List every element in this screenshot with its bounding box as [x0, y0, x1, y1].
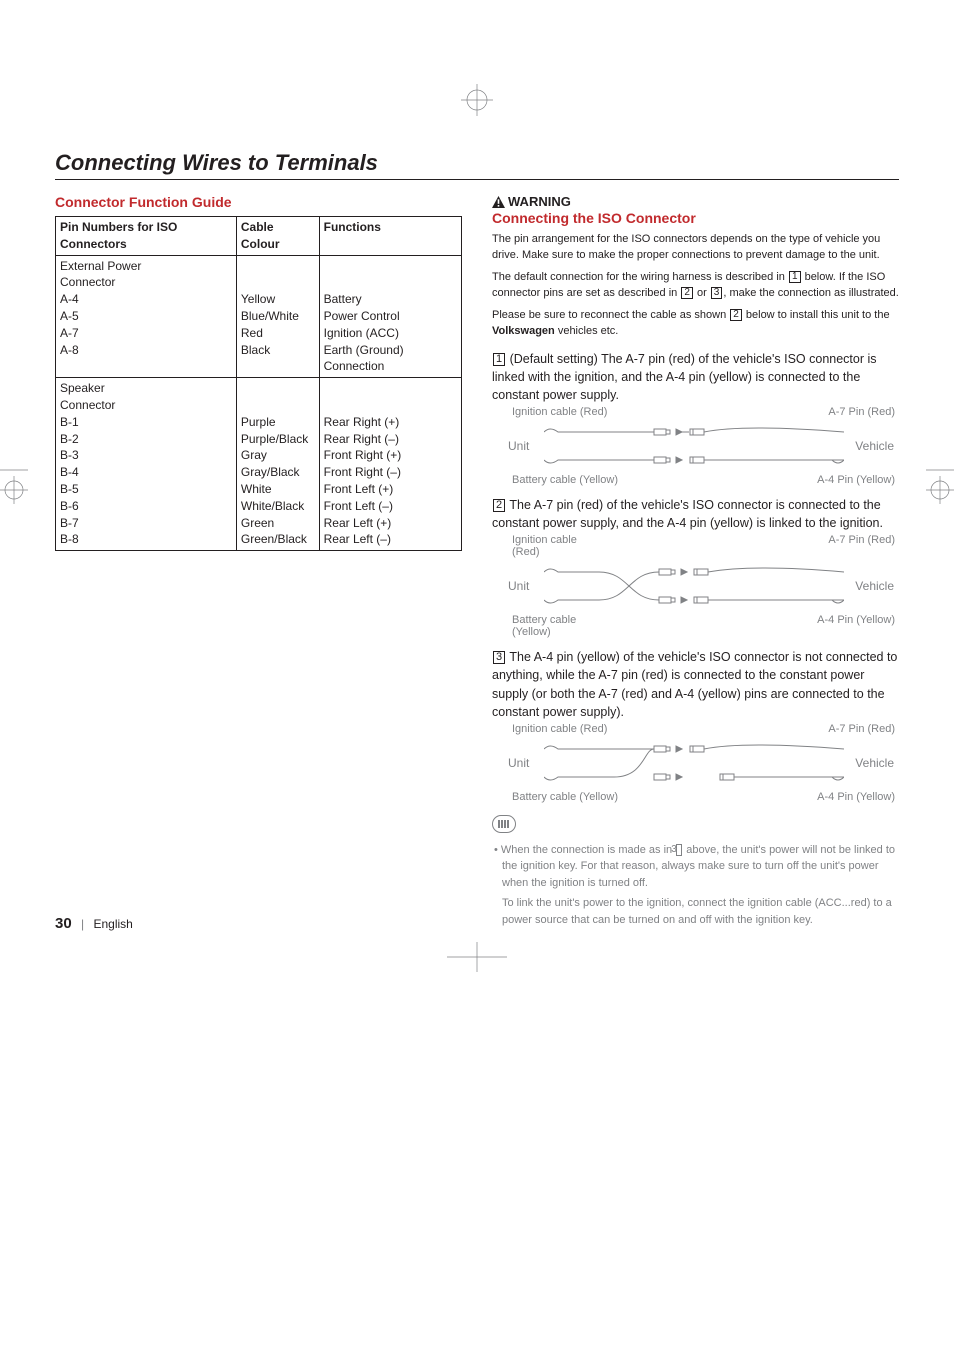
connector-function-table: Pin Numbers for ISO Connectors Cable Col…: [55, 216, 462, 551]
table-cell: YellowBlue/WhiteRedBlack: [236, 255, 319, 378]
warning-paragraph-3: Please be sure to reconnect the cable as…: [492, 308, 899, 340]
scenario-2-num: 2: [493, 499, 505, 512]
page-footer: 30 | English: [55, 915, 133, 932]
d2-a7-label: A-7 Pin (Red): [828, 534, 895, 558]
d2-ign-b: (Red): [512, 546, 540, 558]
wp3-a: Please be sure to reconnect the cable as…: [492, 309, 729, 321]
warning-word: WARNING: [508, 194, 571, 209]
d1-vehicle-label: Vehicle: [844, 439, 894, 453]
scenario-1: 1 (Default setting) The A-7 pin (red) of…: [492, 350, 899, 404]
warning-triangle-icon: [492, 196, 505, 208]
d2-batt-b: (Yellow): [512, 626, 551, 638]
boxed-1: 1: [789, 271, 801, 283]
crop-mark-left: [0, 464, 34, 508]
crop-mark-right: [920, 464, 954, 508]
d3-batt-label: Battery cable (Yellow): [512, 791, 618, 803]
boxed-2b: 2: [730, 309, 742, 321]
table-row: SpeakerConnectorB-1B-2B-3B-4B-5B-6B-7B-8…: [56, 378, 462, 551]
scenario-1-text: (Default setting) The A-7 pin (red) of t…: [492, 352, 877, 402]
crop-mark-bottom: [447, 942, 507, 972]
scenario-2: 2 The A-7 pin (red) of the vehicle's ISO…: [492, 496, 899, 532]
note1-a: When the connection is made as in: [501, 844, 675, 856]
diagram-1: Ignition cable (Red) A-7 Pin (Red) Unit: [508, 406, 899, 486]
d2-a4-label: A-4 Pin (Yellow): [817, 614, 895, 638]
d3-a4-label: A-4 Pin (Yellow): [817, 791, 895, 803]
wp2-d: , make the connection as illustrated.: [723, 287, 898, 299]
boxed-2: 2: [681, 287, 693, 299]
boxed-3: 3: [711, 287, 723, 299]
two-column-layout: Connector Function Guide Pin Numbers for…: [55, 194, 899, 932]
scenario-2-text: The A-7 pin (red) of the vehicle's ISO c…: [492, 498, 883, 530]
warning-subhead: Connecting the ISO Connector: [492, 210, 899, 226]
d2-unit-label: Unit: [508, 579, 544, 593]
diagram-1-svg: [544, 418, 844, 474]
table-cell: SpeakerConnectorB-1B-2B-3B-4B-5B-6B-7B-8: [56, 378, 237, 551]
scenario-3-num: 3: [493, 651, 505, 664]
crop-mark-top: [457, 80, 497, 120]
diagram-2: Ignition cable (Red) A-7 Pin (Red) Unit: [508, 534, 899, 638]
scenario-1-num: 1: [493, 353, 505, 366]
warning-paragraph-1: The pin arrangement for the ISO connecto…: [492, 232, 899, 264]
table-row: External PowerConnectorA-4A-5A-7A-8Yello…: [56, 255, 462, 378]
d3-ign-label: Ignition cable (Red): [512, 723, 607, 735]
table-header-row: Pin Numbers for ISO Connectors Cable Col…: [56, 217, 462, 256]
wp2-a: The default connection for the wiring ha…: [492, 271, 788, 283]
d1-a4-label: A-4 Pin (Yellow): [817, 474, 895, 486]
col-header-pin: Pin Numbers for ISO Connectors: [56, 217, 237, 256]
right-column: WARNING Connecting the ISO Connector The…: [492, 194, 899, 932]
diagram-2-svg: [544, 558, 844, 614]
page: Connecting Wires to Terminals Connector …: [0, 0, 954, 972]
wp3-b: below to install this unit to the: [743, 309, 890, 321]
table-cell: External PowerConnectorA-4A-5A-7A-8: [56, 255, 237, 378]
d3-vehicle-label: Vehicle: [844, 756, 894, 770]
d1-batt-label: Battery cable (Yellow): [512, 474, 618, 486]
section-title: Connecting Wires to Terminals: [55, 150, 899, 180]
note-paragraph-1: • When the connection is made as in 3 ab…: [492, 842, 899, 892]
col-header-colour: Cable Colour: [236, 217, 319, 256]
d1-unit-label: Unit: [508, 439, 544, 453]
d1-ign-label: Ignition cable (Red): [512, 406, 607, 418]
connector-guide-heading: Connector Function Guide: [55, 194, 462, 210]
d2-vehicle-label: Vehicle: [844, 579, 894, 593]
d2-ign-a: Ignition cable: [512, 534, 577, 546]
table-cell: Rear Right (+)Rear Right (–)Front Right …: [319, 378, 461, 551]
left-column: Connector Function Guide Pin Numbers for…: [55, 194, 462, 932]
page-number: 30: [55, 915, 72, 932]
warning-label: WARNING: [492, 194, 899, 209]
note-boxed-3: 3: [676, 844, 682, 856]
table-cell: PurplePurple/BlackGrayGray/BlackWhiteWhi…: [236, 378, 319, 551]
diagram-3-svg: [544, 735, 844, 791]
note-paragraph-2: To link the unit's power to the ignition…: [492, 895, 899, 928]
wp2-c: or: [694, 287, 710, 299]
brand-bold: Volkswagen: [492, 325, 555, 337]
diagram-3: Ignition cable (Red) A-7 Pin (Red) Unit: [508, 723, 899, 803]
scenario-3: 3 The A-4 pin (yellow) of the vehicle's …: [492, 648, 899, 721]
table-cell: BatteryPower ControlIgnition (ACC)Earth …: [319, 255, 461, 378]
footer-language: English: [94, 917, 133, 931]
d1-a7-label: A-7 Pin (Red): [828, 406, 895, 418]
note-icon: [492, 815, 516, 833]
wp3-c: vehicles etc.: [555, 325, 619, 337]
d3-unit-label: Unit: [508, 756, 544, 770]
col-header-functions: Functions: [319, 217, 461, 256]
d2-batt-a: Battery cable: [512, 614, 576, 626]
warning-paragraph-2: The default connection for the wiring ha…: [492, 270, 899, 302]
scenario-3-text: The A-4 pin (yellow) of the vehicle's IS…: [492, 650, 897, 718]
d3-a7-label: A-7 Pin (Red): [828, 723, 895, 735]
footer-separator: |: [75, 917, 90, 931]
